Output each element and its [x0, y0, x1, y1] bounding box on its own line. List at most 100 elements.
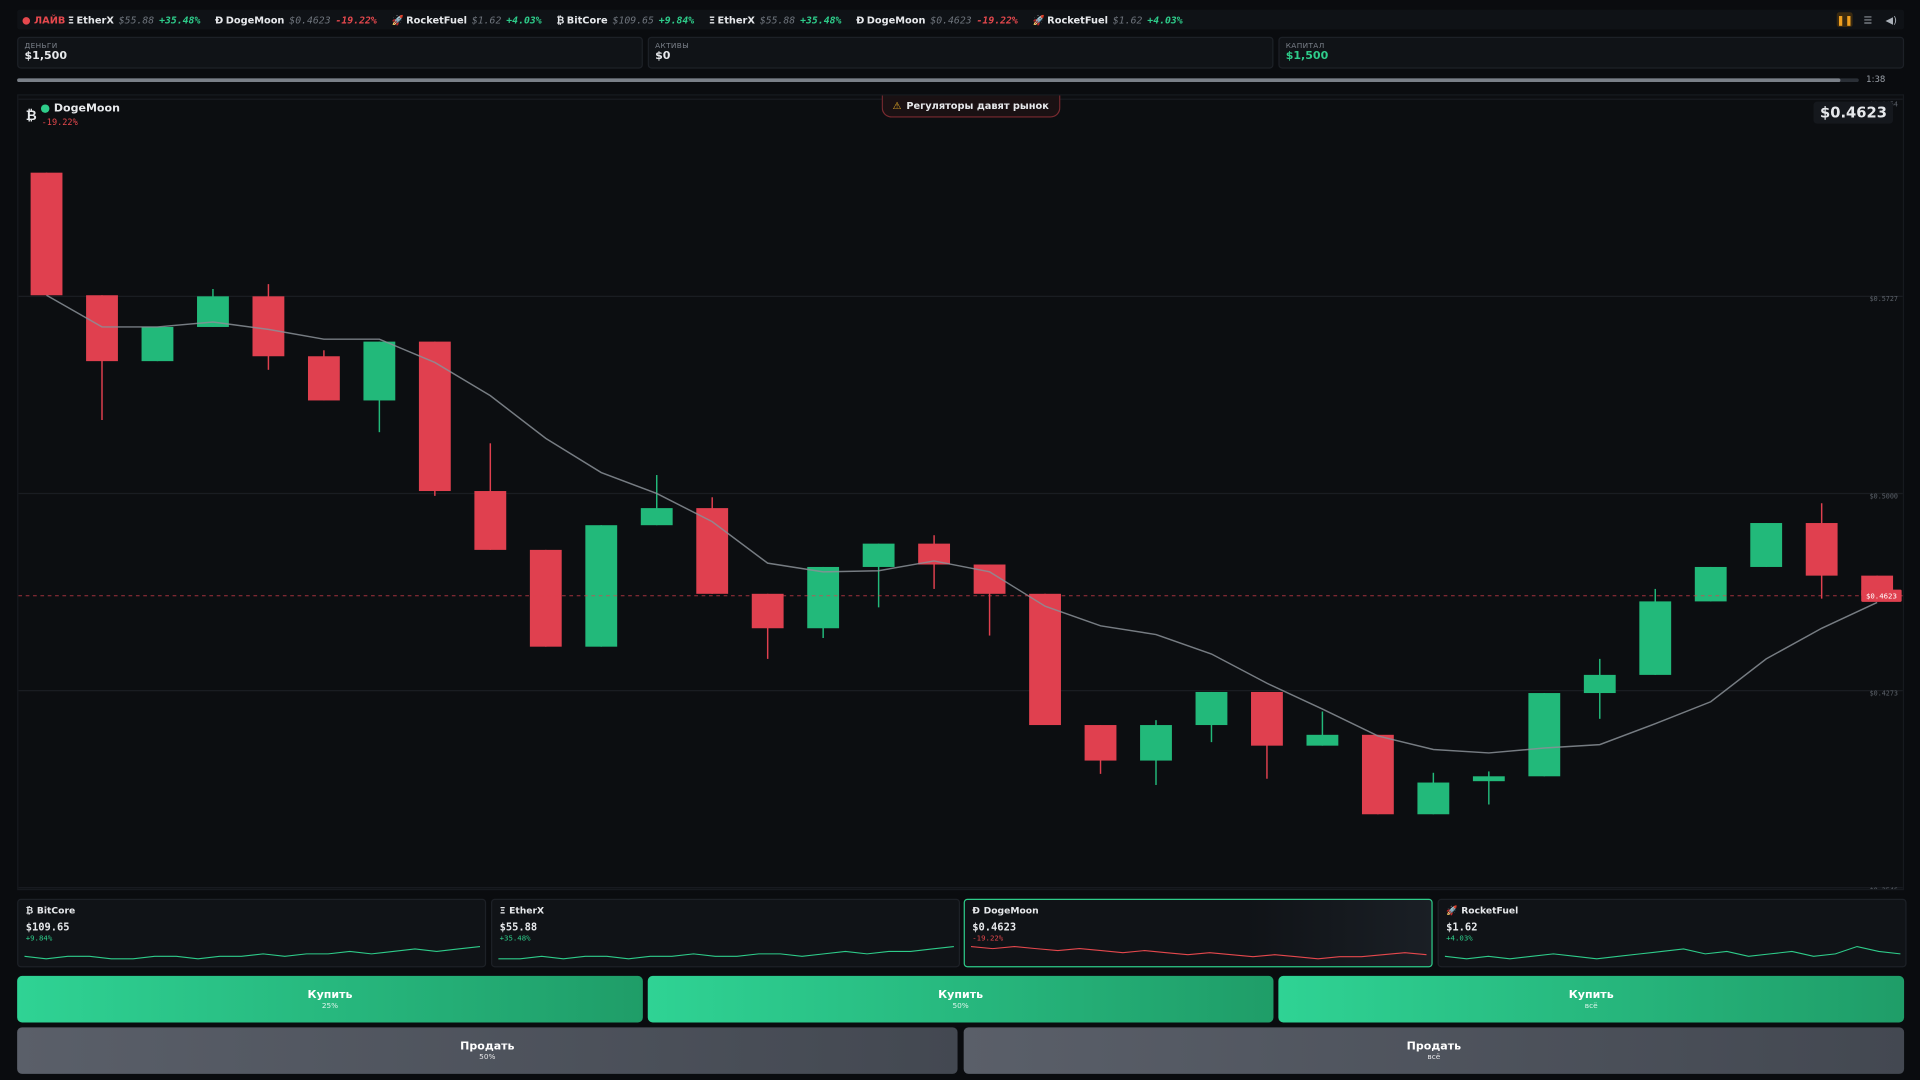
- asset-card-icon: 🚀: [1446, 904, 1458, 916]
- asset-card-price: $0.4623: [972, 922, 1017, 935]
- ticker-price: $55.88: [759, 14, 796, 26]
- buy-amount: 50%: [952, 1001, 969, 1010]
- candle-body: [363, 341, 396, 401]
- asset-change: -19.22%: [41, 117, 78, 128]
- ticker-price: $1.62: [471, 14, 502, 26]
- ticker-asset: RocketFuel: [406, 14, 467, 26]
- ticker-change: +4.03%: [1147, 14, 1183, 26]
- ticker-change: +35.48%: [159, 14, 201, 26]
- alert-icon: ⚠: [892, 100, 902, 112]
- ticker-change: +35.48%: [800, 14, 842, 26]
- ticker-change: -19.22%: [976, 14, 1018, 26]
- sparkline: [970, 945, 1427, 960]
- asset-label: DogeMoon: [53, 102, 120, 116]
- asset-card[interactable]: Ξ EtherX $55.88 +35.48%: [491, 898, 961, 968]
- candle-body: [640, 508, 673, 526]
- ticker-price: $1.62: [1112, 14, 1143, 26]
- ticker-item: Ξ EtherX $55.88 +35.48%: [68, 14, 201, 25]
- y-tick-label: $0.5000: [1870, 492, 1898, 500]
- ticker-name: Ξ EtherX: [68, 14, 114, 25]
- current-price-label: $0.4623: [1866, 591, 1897, 600]
- stat-label: ДЕНЬГИ: [24, 41, 58, 51]
- candle-body: [141, 326, 174, 362]
- asset-card-icon: Ð: [972, 904, 980, 916]
- stat-label: КАПИТАЛ: [1285, 41, 1325, 51]
- candle-body: [1583, 674, 1616, 694]
- sell-amount: всё: [1427, 1052, 1441, 1062]
- asset-card-name: ₿ BitCore: [26, 905, 478, 916]
- ticker-asset: BitCore: [566, 14, 608, 26]
- ticker-asset: RocketFuel: [1047, 14, 1109, 26]
- candle-body: [1639, 601, 1672, 675]
- candle-body: [1195, 691, 1228, 726]
- live-badge: ● ЛАЙВ: [22, 14, 66, 26]
- asset-card[interactable]: Ð DogeMoon $0.4623 -19.22%: [963, 898, 1433, 968]
- asset-card-title: BitCore: [36, 904, 76, 916]
- stat-box: АКТИВЫ $0: [647, 36, 1274, 69]
- asset-card[interactable]: ₿ BitCore $109.65 +9.84%: [17, 898, 487, 968]
- candlestick-chart: $0.3546$0.4273$0.5000$0.5727$0.6454$0.46…: [18, 98, 1903, 889]
- asset-card-name: Ξ EtherX: [500, 905, 952, 916]
- asset-card-change: +9.84%: [25, 934, 53, 943]
- candle-body: [529, 549, 562, 647]
- ticker-icon: ₿: [556, 14, 565, 26]
- stat-box: КАПИТАЛ $1,500: [1278, 36, 1905, 69]
- asset-card-title: DogeMoon: [983, 904, 1039, 916]
- stat-label: АКТИВЫ: [655, 41, 690, 51]
- ticker-price: $0.4623: [930, 14, 972, 26]
- sell-button[interactable]: Продать всё: [963, 1027, 1905, 1074]
- candle-body: [30, 172, 63, 296]
- ticker-price: $55.88: [118, 14, 155, 26]
- sparkline-chart: [1444, 945, 1901, 960]
- asset-card-icon: ₿: [25, 904, 34, 916]
- pause-button[interactable]: ❚❚: [1836, 12, 1853, 27]
- header-icon: ₿: [25, 107, 37, 124]
- candle-body: [862, 543, 895, 567]
- sell-amount: 50%: [479, 1052, 496, 1062]
- buy-button[interactable]: Купить 50%: [647, 975, 1274, 1023]
- ticker-icon: 🚀: [1032, 14, 1045, 26]
- buy-button[interactable]: Купить 25%: [17, 975, 643, 1023]
- candle-body: [751, 593, 784, 629]
- asset-card[interactable]: 🚀 RocketFuel $1.62 +4.03%: [1437, 898, 1907, 968]
- menu-button[interactable]: ☰: [1863, 14, 1873, 26]
- ticker-name: Ξ EtherX: [709, 14, 755, 25]
- ticker-name: 🚀 RocketFuel: [391, 14, 466, 25]
- sound-button[interactable]: ◀): [1885, 14, 1897, 26]
- sell-button[interactable]: Продать 50%: [17, 1027, 958, 1074]
- ticker-name: Ð DogeMoon: [856, 14, 925, 25]
- candle-body: [307, 356, 340, 401]
- market-alert: ⚠ Регуляторы давят рынок: [881, 95, 1060, 118]
- stat-value: $1,500: [24, 50, 68, 63]
- ticker: ● ЛАЙВ Ξ EtherX $55.88 +35.48% Ð DogeMoon $0.4…: [17, 9, 1905, 30]
- buy-button[interactable]: Купить всё: [1278, 975, 1905, 1023]
- ticker-name: 🚀 RocketFuel: [1033, 14, 1108, 25]
- asset-card-name: Ð DogeMoon: [972, 905, 1424, 916]
- ticker-item: 🚀 RocketFuel $1.62 +4.03%: [391, 14, 541, 25]
- buy-label: Купить: [938, 988, 984, 1002]
- candle-body: [252, 296, 285, 357]
- sell-label: Продать: [1406, 1040, 1462, 1053]
- ticker-asset: EtherX: [717, 14, 755, 26]
- stat-value: $1,500: [1285, 50, 1329, 63]
- buy-amount: всё: [1584, 1001, 1598, 1010]
- candle-body: [1251, 691, 1283, 746]
- asset-card-icon: Ξ: [499, 904, 506, 916]
- buy-label: Купить: [307, 988, 353, 1002]
- candle-body: [1805, 523, 1838, 576]
- progress-fill: [17, 78, 1841, 83]
- ticker-name: ₿ BitCore: [556, 14, 607, 25]
- sparkline-chart: [970, 945, 1427, 960]
- asset-name: ● DogeMoon: [40, 103, 120, 115]
- round-progress: [17, 78, 1859, 83]
- current-price-tag: [1861, 589, 1902, 602]
- ticker-icon: 🚀: [391, 14, 404, 26]
- candle-body: [86, 295, 118, 362]
- asset-card-title: RocketFuel: [1461, 904, 1519, 916]
- ticker-asset: EtherX: [76, 14, 114, 26]
- stat-value: $0: [655, 50, 671, 63]
- ticker-price: $109.65: [612, 14, 654, 26]
- asset-card-change: -19.22%: [972, 934, 1004, 943]
- sparkline: [498, 945, 954, 960]
